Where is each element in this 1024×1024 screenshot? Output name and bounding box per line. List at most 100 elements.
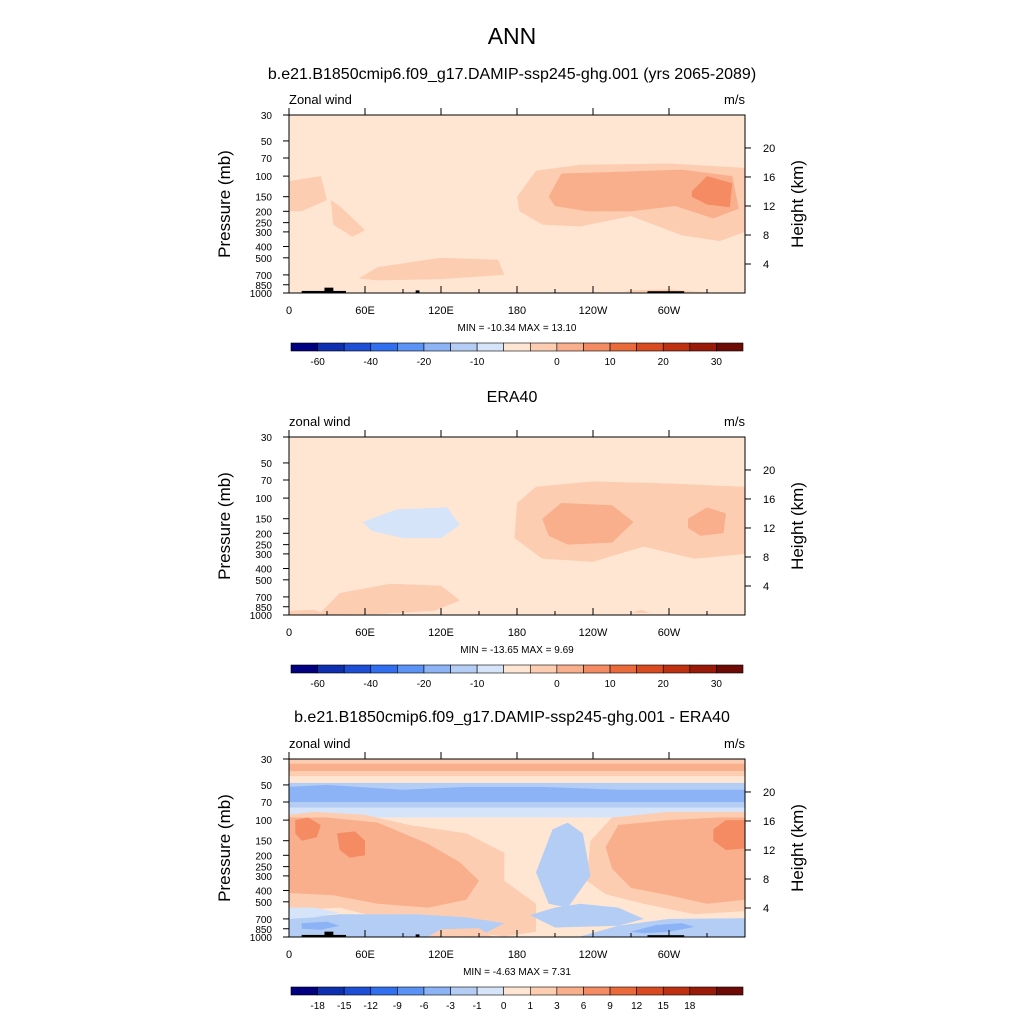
topography-mask [301,290,346,293]
y-tick-label: 150 [255,193,272,204]
colorbar-swatch [583,664,611,674]
height-tick-label: 4 [763,259,769,271]
contour-region [295,817,321,841]
colorbar-swatch [370,342,398,352]
y-tick-label: 100 [255,494,272,505]
topography-mask [415,934,420,937]
x-tick-label: 0 [286,949,292,961]
colorbar-swatch [609,342,637,352]
panel-1: b.e21.B1850cmip6.f09_g17.DAMIP-ssp245-gh… [215,66,807,368]
colorbar-label: 6 [581,1001,587,1012]
colorbar-label: -12 [364,1001,379,1012]
colorbar-label: 0 [554,679,560,690]
right-axis-label: Height (km) [788,160,807,248]
y-tick-label: 250 [255,219,272,230]
y-tick-label: 1000 [250,933,273,944]
y-tick-label: 70 [261,154,273,165]
y-tick-label: 300 [255,872,272,883]
colorbar-swatch [716,986,744,996]
contour-region [428,928,492,937]
colorbar-swatch [636,664,664,674]
y-tick-label: 150 [255,515,272,526]
x-tick-label: 120W [579,305,608,317]
colorbar-swatch [317,986,345,996]
colorbar-swatch [556,342,584,352]
x-tick-label: 180 [508,627,526,639]
colorbar-swatch [529,986,558,996]
y-tick-label: 250 [255,541,272,552]
contour-region [688,507,726,536]
variable-label: zonal wind [289,414,350,429]
colorbar-swatch [423,664,451,674]
colorbar: -60 -40 -20 -10 0 10 20 30 [290,342,744,368]
height-tick-label: 4 [763,903,769,915]
colorbar-swatch [636,986,664,996]
colorbar-swatch [450,664,478,674]
colorbar-label: 20 [658,357,670,368]
variable-label: Zonal wind [289,92,352,107]
contour-region [536,822,591,908]
y-tick-label: 1000 [250,611,273,622]
colorbar-swatch [317,664,345,674]
y-tick-label: 150 [255,837,272,848]
contour-region [631,609,650,613]
height-tick-label: 20 [763,143,775,155]
contour-region [624,289,707,293]
colorbar-swatch [476,664,505,674]
x-tick-label: 120E [428,949,454,961]
min-max-stats: MIN = -4.63 MAX = 7.31 [463,967,571,978]
colorbar-swatch [556,664,584,674]
y-tick-label: 200 [255,851,272,862]
y-axis-label: Pressure (mb) [215,150,234,258]
colorbar: -60 -40 -20 -10 0 10 20 30 [290,664,744,690]
y-tick-label: 300 [255,550,272,561]
height-tick-label: 16 [763,172,775,184]
y-tick-label: 500 [255,898,272,909]
x-tick-label: 60W [658,949,681,961]
plot-area [289,759,745,937]
contour-region [289,817,479,908]
colorbar-swatch [689,664,717,674]
y-tick-label: 30 [261,755,273,766]
colorbar-swatch [343,664,372,674]
units-label: m/s [724,736,745,751]
contour-region [289,784,745,802]
colorbar-label: -3 [446,1001,455,1012]
colorbar-swatch [529,664,558,674]
contour-region [289,609,327,615]
panel-title: ERA40 [487,389,538,406]
colorbar-label: -1 [473,1001,482,1012]
x-tick-label: 60E [355,949,375,961]
contour-region [529,270,745,293]
colorbar-label: -20 [417,679,432,690]
colorbar-swatch [503,342,531,352]
contour-region [289,267,327,280]
plot-area [289,437,745,615]
y-tick-label: 100 [255,816,272,827]
y-tick-label: 30 [261,111,273,122]
colorbar-swatch [609,986,637,996]
colorbar-swatch [662,664,691,674]
contour-region [301,921,340,930]
y-tick-label: 700 [255,593,272,604]
x-tick-label: 60W [658,305,681,317]
colorbar-swatch [290,342,318,352]
contour-region [605,817,745,904]
units-label: m/s [724,414,745,429]
y-tick-label: 70 [261,798,273,809]
colorbar-label: 3 [554,1001,560,1012]
x-tick-label: 120W [579,627,608,639]
y-axis-label: Pressure (mb) [215,794,234,902]
colorbar-swatch [450,986,478,996]
topography-mask [647,935,685,937]
colorbar-swatch [476,342,505,352]
colorbar-label: 30 [711,679,723,690]
colorbar-swatch [529,342,558,352]
colorbar-label: -20 [417,357,432,368]
contour-region [529,903,644,928]
panel-title: b.e21.B1850cmip6.f09_g17.DAMIP-ssp245-gh… [268,66,756,83]
contour-region [289,176,327,212]
y-tick-label: 200 [255,529,272,540]
x-tick-label: 60W [658,627,681,639]
x-tick-label: 0 [286,305,292,317]
